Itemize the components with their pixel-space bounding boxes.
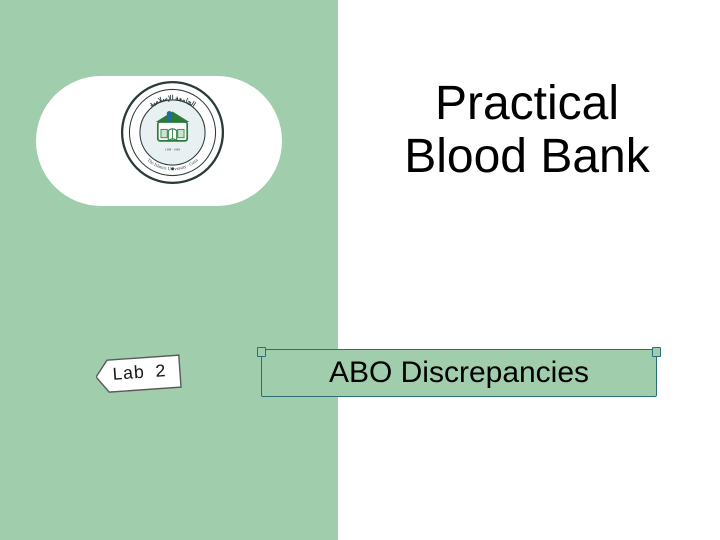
svg-text:1398 · 1983: 1398 · 1983 bbox=[165, 147, 181, 151]
lab-number-text: Lab 2 bbox=[95, 353, 183, 395]
plaque-clip-right-icon bbox=[652, 347, 661, 357]
subtitle-plaque: ABO Discrepancies bbox=[261, 349, 657, 397]
title-line-1: Practical bbox=[435, 77, 619, 130]
university-seal-logo: الجامعة الإسلامية The Islamic University… bbox=[120, 80, 225, 185]
page-title: Practical Blood Bank bbox=[352, 78, 702, 184]
title-line-2: Blood Bank bbox=[404, 130, 650, 183]
subtitle-text: ABO Discrepancies bbox=[329, 356, 589, 390]
plaque-clip-left-icon bbox=[257, 347, 266, 357]
lab-number-banner: Lab 2 bbox=[95, 353, 183, 395]
